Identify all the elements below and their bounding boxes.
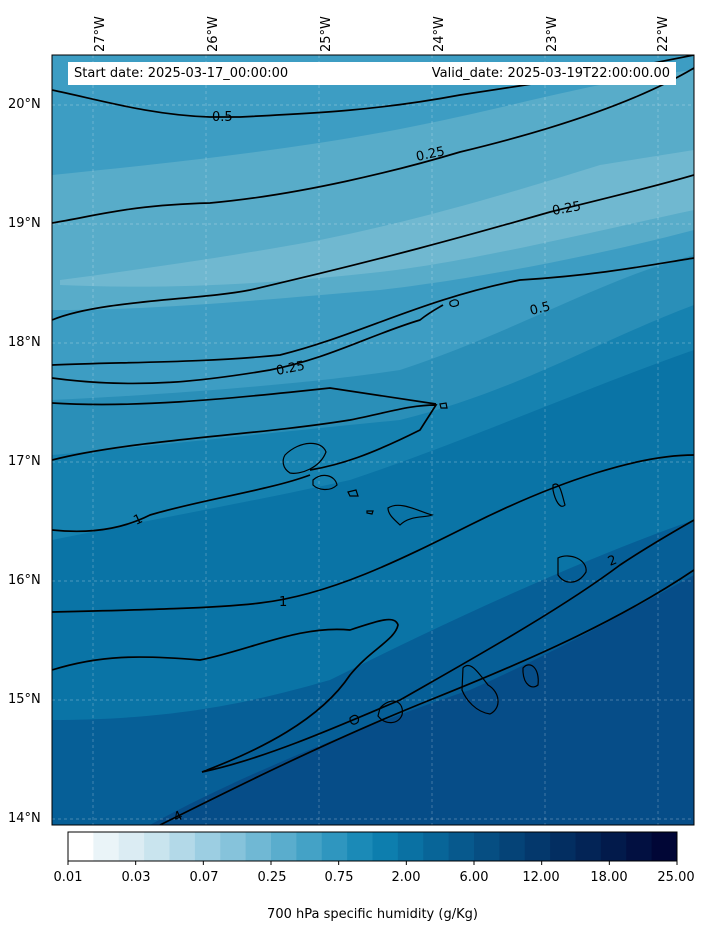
colorbar-cell <box>220 832 247 861</box>
island-sal <box>552 483 566 507</box>
colorbar-cell <box>626 832 653 861</box>
colorbar-title: 700 hPa specific humidity (g/Kg) <box>267 907 478 922</box>
colorbar-cell <box>169 832 196 861</box>
colorbar-cell <box>347 832 373 861</box>
contour-label: 0.25 <box>275 359 306 379</box>
latitude-label: 19°N <box>8 216 41 231</box>
colorbar-tick-label: 18.00 <box>590 870 628 885</box>
contour-line <box>52 474 311 533</box>
contour-line <box>52 304 444 385</box>
contour-label: 0.25 <box>415 144 446 165</box>
island-santiago <box>461 664 499 715</box>
longitude-label: 23°W <box>545 16 560 52</box>
island-raso <box>366 510 374 515</box>
contour-line <box>52 387 437 406</box>
colorbar-tick-label: 25.00 <box>657 870 695 885</box>
date-info-box: Start date: 2025-03-17_00:00:00 Valid_da… <box>68 62 676 85</box>
contour-label: 0.5 <box>212 110 233 125</box>
colorbar-tick-label: 6.00 <box>459 870 489 885</box>
colorbar-tick-label: 0.75 <box>324 870 354 885</box>
longitude-label: 24°W <box>432 16 447 52</box>
latitude-label: 18°N <box>8 335 41 350</box>
colorbar-cell <box>575 832 602 861</box>
colorbar-ticks <box>67 861 678 865</box>
latitude-label: 15°N <box>8 692 41 707</box>
contour-line <box>52 454 694 613</box>
colorbar-cell <box>600 832 627 861</box>
colorbar-tick-label: 0.07 <box>189 870 219 885</box>
colorbar-cell <box>93 832 120 861</box>
contour-line <box>52 67 694 224</box>
colorbar-cell <box>550 832 576 861</box>
colorbar-cell <box>651 832 678 861</box>
contour-line <box>159 569 694 825</box>
contour-lines <box>52 55 694 825</box>
island-brava <box>349 714 360 725</box>
latitude-label: 14°N <box>8 811 41 826</box>
island-maio <box>522 664 539 688</box>
colorbar-tick-label: 12.00 <box>522 870 560 885</box>
colorbar-cell <box>372 832 399 861</box>
island-santo-antao <box>282 442 327 474</box>
contour-line <box>52 257 694 366</box>
contour-line <box>52 174 694 321</box>
island-sao-vicente <box>312 474 338 491</box>
colorbar-tick-label: 0.03 <box>121 870 151 885</box>
contour-line <box>52 404 438 471</box>
contour-label: 0.5 <box>528 299 552 319</box>
islands <box>282 299 587 725</box>
island-sao-nicolau <box>387 504 434 526</box>
colorbar-cell <box>397 832 424 861</box>
island-boa-vista <box>557 555 587 583</box>
map-frame <box>51 54 695 826</box>
colorbar-cell <box>68 832 94 861</box>
longitude-label: 22°W <box>656 16 671 52</box>
colorbar-cell <box>296 832 323 861</box>
graticule <box>52 55 694 825</box>
colorbar-cell <box>423 832 450 861</box>
colorbar-cell <box>474 832 500 861</box>
start-date-text: Start date: 2025-03-17_00:00:00 <box>74 66 289 81</box>
island-islet-north <box>449 299 460 308</box>
colorbar-frame <box>67 831 678 862</box>
latitude-label: 16°N <box>8 573 41 588</box>
island-santa-luzia <box>347 489 359 497</box>
island-fogo <box>377 700 404 724</box>
longitude-label: 25°W <box>319 16 334 52</box>
contour-label: 1 <box>279 595 287 610</box>
longitude-label: 26°W <box>206 16 221 52</box>
colorbar-cell <box>118 832 145 861</box>
colorbar-cell <box>144 832 170 861</box>
valid-date-text: Valid_date: 2025-03-19T22:00:00.00 <box>431 66 670 81</box>
colorbar-cell <box>194 832 221 861</box>
field-band-light <box>52 70 694 310</box>
contour-label: 0.25 <box>551 199 582 219</box>
contour-line <box>52 618 399 773</box>
humidity-field <box>52 55 694 825</box>
colorbar-cell <box>321 832 348 861</box>
colorbar-cell <box>448 832 475 861</box>
longitude-label: 27°W <box>93 16 108 52</box>
island-islet <box>439 402 448 409</box>
colorbar-tick-label: 0.01 <box>53 870 83 885</box>
latitude-label: 20°N <box>8 97 41 112</box>
colorbar-cell <box>499 832 526 861</box>
colorbar-tick-label: 0.25 <box>257 870 287 885</box>
contour-line <box>201 519 694 773</box>
colorbar-cell <box>271 832 297 861</box>
colorbar <box>68 832 678 861</box>
colorbar-tick-label: 2.00 <box>391 870 421 885</box>
colorbar-cell <box>524 832 551 861</box>
colorbar-cell <box>245 832 272 861</box>
latitude-label: 17°N <box>8 454 41 469</box>
